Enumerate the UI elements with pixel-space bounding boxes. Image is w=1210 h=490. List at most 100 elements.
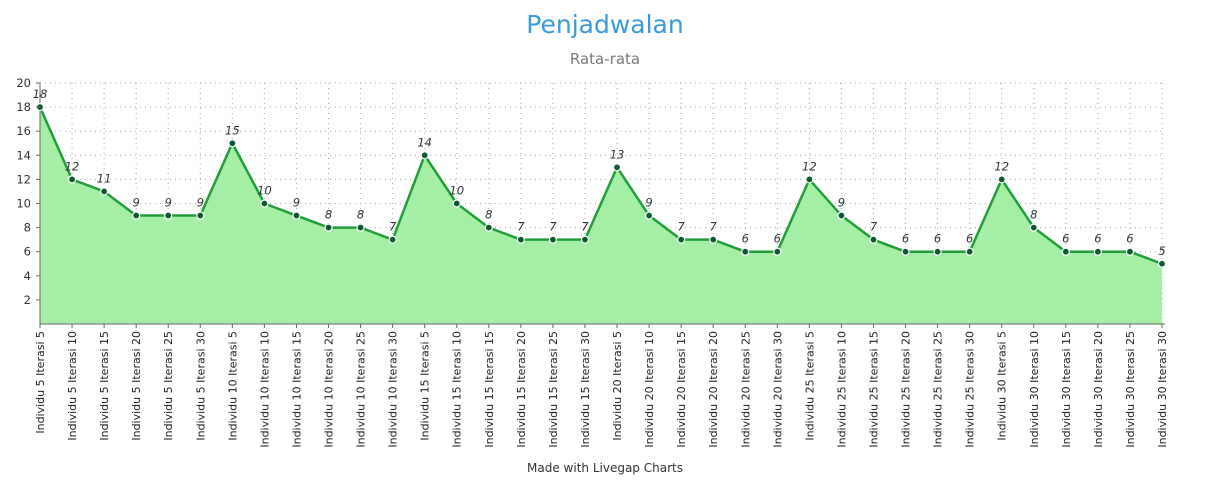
data-point xyxy=(869,235,878,244)
data-label: 15 xyxy=(225,123,240,137)
data-point xyxy=(709,235,718,244)
x-tick-label: Individu 15 Iterasi 15 xyxy=(483,331,496,448)
area-fill xyxy=(40,107,1162,324)
data-label: 7 xyxy=(870,220,878,234)
x-tick-label: Individu 10 Iterasi 20 xyxy=(323,331,336,448)
data-label: 9 xyxy=(838,196,845,210)
x-tick-label: Individu 15 Iterasi 10 xyxy=(451,331,464,448)
data-label: 7 xyxy=(517,220,525,234)
x-tick-label: Individu 20 Iterasi 10 xyxy=(643,331,656,448)
x-tick-label: Individu 10 Iterasi 30 xyxy=(387,331,400,448)
data-point xyxy=(933,247,942,256)
chart-subtitle: Rata-rata xyxy=(569,50,641,68)
data-point xyxy=(324,223,333,232)
data-label: 11 xyxy=(97,171,112,185)
data-point xyxy=(1093,247,1102,256)
y-tick-label: 20 xyxy=(16,76,31,90)
x-tick-label: Individu 20 Iterasi 30 xyxy=(771,331,784,448)
data-label: 9 xyxy=(197,196,204,210)
data-point xyxy=(837,211,846,220)
data-label: 5 xyxy=(1158,244,1165,258)
data-label: 9 xyxy=(165,196,172,210)
data-label: 7 xyxy=(389,220,397,234)
x-tick-label: Individu 5 Iterasi 5 xyxy=(34,331,47,434)
x-tick-label: Individu 25 Iterasi 10 xyxy=(835,331,848,448)
x-tick-label: Individu 30 Iterasi 20 xyxy=(1092,331,1105,448)
data-point xyxy=(548,235,558,244)
y-tick-label: 4 xyxy=(24,269,31,283)
data-point xyxy=(196,211,205,220)
data-point xyxy=(612,163,622,172)
data-label: 8 xyxy=(357,208,364,222)
data-point xyxy=(997,175,1006,184)
data-point xyxy=(805,175,814,184)
data-point xyxy=(228,139,237,148)
data-point xyxy=(741,247,750,256)
x-tick-label: Individu 20 Iterasi 5 xyxy=(611,331,624,441)
x-tick-label: Individu 5 Iterasi 20 xyxy=(130,331,143,441)
data-point xyxy=(67,175,77,184)
data-points xyxy=(35,102,1167,268)
y-tick-label: 10 xyxy=(16,197,31,211)
data-point xyxy=(965,247,974,256)
data-point xyxy=(773,247,782,256)
x-tick-label: Individu 25 Iterasi 20 xyxy=(900,331,913,448)
data-label: 12 xyxy=(65,159,80,173)
footer-credit: Made with Livegap Charts xyxy=(527,461,683,475)
data-point xyxy=(484,223,493,232)
data-point xyxy=(644,211,654,220)
data-label: 13 xyxy=(610,147,625,161)
data-point xyxy=(420,151,429,160)
data-point xyxy=(100,187,109,196)
data-label: 6 xyxy=(902,232,909,246)
chart-title: Penjadwalan xyxy=(526,10,684,39)
data-point xyxy=(1125,247,1135,256)
y-tick-label: 16 xyxy=(16,124,31,138)
x-tick-label: Individu 30 Iterasi 5 xyxy=(996,331,1009,441)
data-point xyxy=(1061,247,1070,256)
x-tick-label: Individu 10 Iterasi 15 xyxy=(290,331,303,448)
data-label: 7 xyxy=(549,220,557,234)
y-axis-ticks: 2 4 6 8 10 12 14 16 18 20 xyxy=(16,76,40,307)
y-tick-label: 18 xyxy=(16,100,31,114)
data-point xyxy=(164,211,173,220)
data-label: 6 xyxy=(1126,232,1133,246)
data-point xyxy=(1029,223,1038,232)
x-tick-label: Individu 10 Iterasi 25 xyxy=(355,331,368,448)
data-label: 6 xyxy=(1094,232,1101,246)
area-fill-layer xyxy=(38,106,1163,324)
data-label: 10 xyxy=(257,184,272,198)
x-tick-label: Individu 25 Iterasi 15 xyxy=(867,331,880,448)
y-tick-label: 14 xyxy=(16,148,31,162)
data-label: 6 xyxy=(966,232,973,246)
x-tick-label: Individu 5 Iterasi 15 xyxy=(98,331,111,441)
x-tick-label: Individu 30 Iterasi 15 xyxy=(1060,331,1073,448)
data-point xyxy=(580,235,590,244)
x-tick-label: Individu 5 Iterasi 30 xyxy=(194,331,207,441)
x-tick-label: Individu 25 Iterasi 25 xyxy=(932,331,945,448)
data-labels: 18 12 11 9 9 9 15 10 9 8 8 7 14 10 8 7 7 7 13 9 7 7 6 6 12 9 7 6 6 6 1… xyxy=(33,87,1166,258)
data-label: 8 xyxy=(325,208,332,222)
data-label: 7 xyxy=(710,220,718,234)
data-label: 7 xyxy=(581,220,589,234)
x-tick-label: Individu 15 Iterasi 20 xyxy=(515,331,528,448)
x-axis-ticks: Individu 5 Iterasi 5 Individu 5 Iterasi 1… xyxy=(34,324,1169,448)
x-tick-label: Individu 5 Iterasi 10 xyxy=(66,331,79,441)
y-tick-label: 6 xyxy=(24,245,31,259)
data-label: 6 xyxy=(1062,232,1069,246)
data-point xyxy=(516,235,525,244)
data-label: 9 xyxy=(133,196,140,210)
data-label: 12 xyxy=(802,159,817,173)
data-point xyxy=(260,199,269,208)
data-point xyxy=(1157,259,1167,268)
data-label: 10 xyxy=(449,184,464,198)
x-tick-label: Individu 30 Iterasi 10 xyxy=(1028,331,1041,448)
data-label: 9 xyxy=(293,196,300,210)
x-tick-label: Individu 15 Iterasi 25 xyxy=(547,331,560,448)
data-point xyxy=(901,247,910,256)
x-tick-label: Individu 10 Iterasi 10 xyxy=(258,331,271,448)
data-label: 6 xyxy=(774,232,781,246)
data-label: 18 xyxy=(33,87,48,101)
data-point xyxy=(452,199,461,208)
